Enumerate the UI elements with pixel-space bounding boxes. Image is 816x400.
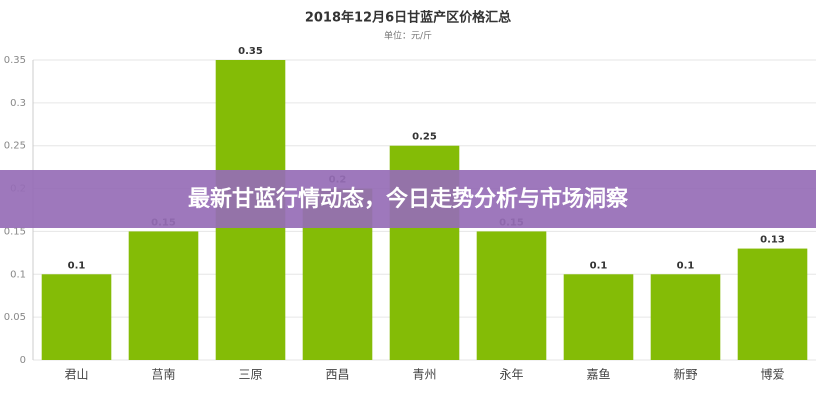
y-tick-label: 0.15: [4, 226, 26, 237]
y-tick-label: 0.25: [4, 141, 26, 152]
value-label: 0.13: [760, 235, 785, 246]
x-tick-label: 青州: [412, 368, 436, 382]
x-tick-label: 新野: [673, 367, 697, 382]
x-tick-label: 永年: [499, 368, 523, 382]
x-tick-label: 西昌: [325, 368, 349, 382]
value-label: 0.1: [677, 260, 695, 271]
y-tick-label: 0.3: [10, 98, 26, 109]
bar: [650, 274, 721, 360]
bar: [476, 231, 547, 360]
value-label: 0.1: [590, 260, 608, 271]
x-tick-label: 三原: [238, 368, 262, 382]
chart-subtitle: 单位：元/斤: [384, 30, 432, 42]
value-label: 0.25: [412, 132, 437, 143]
bar: [128, 231, 199, 360]
y-tick-label: 0: [20, 355, 26, 366]
overlay-title: 最新甘蓝行情动态，今日走势分析与市场洞察: [188, 186, 629, 212]
bar: [563, 274, 634, 360]
chart-title: 2018年12月6日甘蓝产区价格汇总: [305, 10, 511, 26]
overlay-banner: [0, 170, 816, 228]
y-tick-label: 0.1: [10, 269, 26, 280]
x-tick-label: 君山: [64, 368, 88, 382]
x-tick-label: 博爱: [760, 367, 784, 382]
y-tick-label: 0.05: [4, 312, 26, 323]
bar: [41, 274, 112, 360]
y-tick-label: 0.35: [4, 55, 26, 66]
value-label: 0.1: [68, 260, 86, 271]
bar: [737, 248, 808, 360]
value-label: 0.35: [238, 46, 263, 57]
x-tick-label: 嘉鱼: [586, 368, 610, 382]
x-tick-label: 莒南: [151, 367, 175, 382]
